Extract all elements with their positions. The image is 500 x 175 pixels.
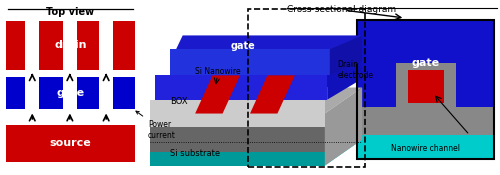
Text: Drain
electrode: Drain electrode <box>338 60 374 80</box>
Text: Top view: Top view <box>46 7 94 17</box>
Polygon shape <box>328 61 362 100</box>
Text: gate: gate <box>412 58 440 68</box>
Polygon shape <box>150 127 325 152</box>
Bar <box>357 135 494 159</box>
Polygon shape <box>250 75 295 114</box>
Polygon shape <box>150 88 362 114</box>
Bar <box>357 20 494 159</box>
Text: gate: gate <box>56 88 84 98</box>
Bar <box>25 21 40 125</box>
Text: drain: drain <box>54 40 87 50</box>
Polygon shape <box>150 140 362 166</box>
Polygon shape <box>156 75 328 100</box>
Polygon shape <box>156 61 362 88</box>
Bar <box>357 107 494 135</box>
Polygon shape <box>150 100 325 127</box>
Text: gate: gate <box>230 41 255 51</box>
Text: source: source <box>50 138 92 148</box>
Text: Si substrate: Si substrate <box>170 149 220 158</box>
Text: Cross-sectional diagram: Cross-sectional diagram <box>288 5 397 14</box>
Text: BOX: BOX <box>170 97 188 106</box>
Bar <box>396 63 456 113</box>
Polygon shape <box>170 35 362 61</box>
Bar <box>62 21 77 125</box>
Polygon shape <box>150 114 362 140</box>
Text: Si Nanowire: Si Nanowire <box>195 67 241 76</box>
Text: Power
current: Power current <box>136 111 175 140</box>
Bar <box>6 77 136 109</box>
Bar <box>6 125 136 162</box>
Text: Nanowire channel: Nanowire channel <box>392 144 460 153</box>
Polygon shape <box>170 49 330 75</box>
Polygon shape <box>330 35 362 75</box>
Bar <box>6 21 136 70</box>
Bar <box>248 9 364 167</box>
Bar <box>357 20 494 107</box>
Polygon shape <box>150 152 325 166</box>
Polygon shape <box>325 88 362 166</box>
Polygon shape <box>195 75 240 114</box>
Bar <box>99 21 114 125</box>
Bar <box>408 70 444 103</box>
